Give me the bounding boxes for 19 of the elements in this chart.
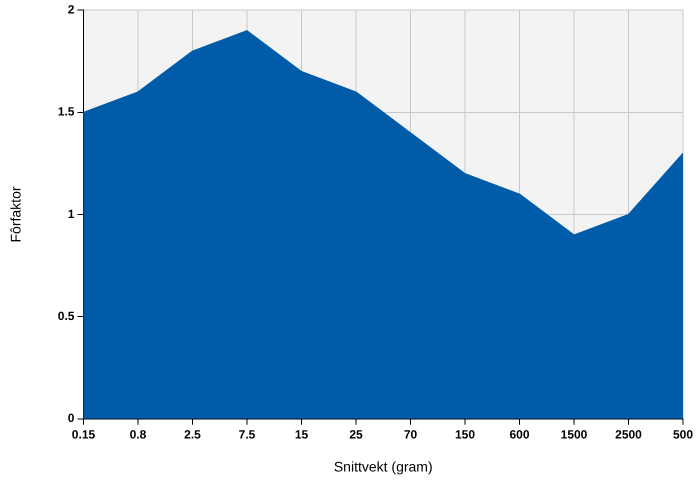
x-tick-label: 0.15 [72, 427, 96, 442]
x-tick-label: 2.5 [184, 427, 202, 442]
x-tick-label: 25 [349, 427, 363, 442]
x-tick-label: 7.5 [238, 427, 256, 442]
x-tick-label: 500 [672, 427, 694, 442]
x-axis-title: Snittvekt (gram) [334, 458, 433, 474]
y-tick-label: 2 [68, 2, 75, 17]
x-tick-label: 0.8 [130, 427, 147, 442]
y-tick-label: 0 [68, 411, 75, 426]
y-axis-title: Fôrfaktor [7, 186, 24, 243]
y-tick-label: 0.5 [58, 308, 75, 323]
x-tick-label: 2500 [615, 427, 642, 442]
x-tick-label: 150 [454, 427, 476, 442]
x-tick-label: 70 [404, 427, 418, 442]
y-tick-label: 1.5 [58, 104, 75, 119]
x-tick-label: 1500 [560, 427, 588, 442]
x-tick-label: 15 [294, 427, 308, 442]
y-tick-label: 1 [68, 206, 75, 221]
x-tick-label: 600 [509, 427, 530, 442]
